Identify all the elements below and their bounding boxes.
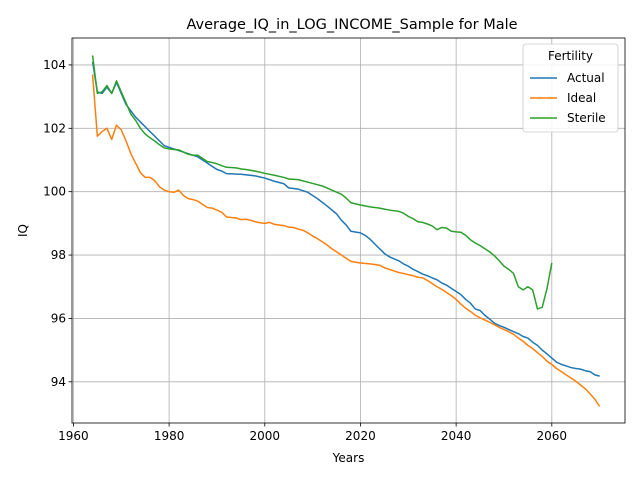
legend-label-ideal: Ideal xyxy=(567,91,596,105)
y-tick-label: 98 xyxy=(51,248,66,262)
y-tick-label: 96 xyxy=(51,311,66,325)
y-tick-label: 102 xyxy=(43,121,66,135)
legend-label-sterile: Sterile xyxy=(567,111,606,125)
x-tick-label: 2060 xyxy=(537,429,568,443)
axes-frame xyxy=(71,37,626,424)
y-tick-label: 104 xyxy=(43,58,66,72)
x-tick-label: 2000 xyxy=(250,429,281,443)
x-tick-label: 1960 xyxy=(58,429,89,443)
x-axis-label: Years xyxy=(332,451,365,465)
legend-box xyxy=(522,43,619,133)
ticks: 1960 1980 2000 2020 2040 2060 94 96 98 100 102 104 xyxy=(43,58,567,443)
x-tick-label: 1980 xyxy=(154,429,185,443)
y-tick-label: 94 xyxy=(51,375,66,389)
series-line-actual xyxy=(91,61,600,377)
series-line-ideal xyxy=(91,74,601,407)
x-tick-label: 2020 xyxy=(345,429,376,443)
legend-items: Actual Ideal Sterile xyxy=(530,71,606,125)
series-line-sterile xyxy=(91,55,553,310)
x-tick-label: 2040 xyxy=(441,429,472,443)
chart-title: Average_IQ_in_LOG_INCOME_Sample for Male xyxy=(186,17,517,33)
legend: Fertility Actual Ideal Sterile xyxy=(522,43,619,133)
y-tick-label: 100 xyxy=(43,185,66,199)
legend-label-actual: Actual xyxy=(567,71,605,85)
legend-title: Fertility xyxy=(548,49,593,63)
series-layer xyxy=(91,55,601,407)
y-axis-label: IQ xyxy=(16,224,30,237)
